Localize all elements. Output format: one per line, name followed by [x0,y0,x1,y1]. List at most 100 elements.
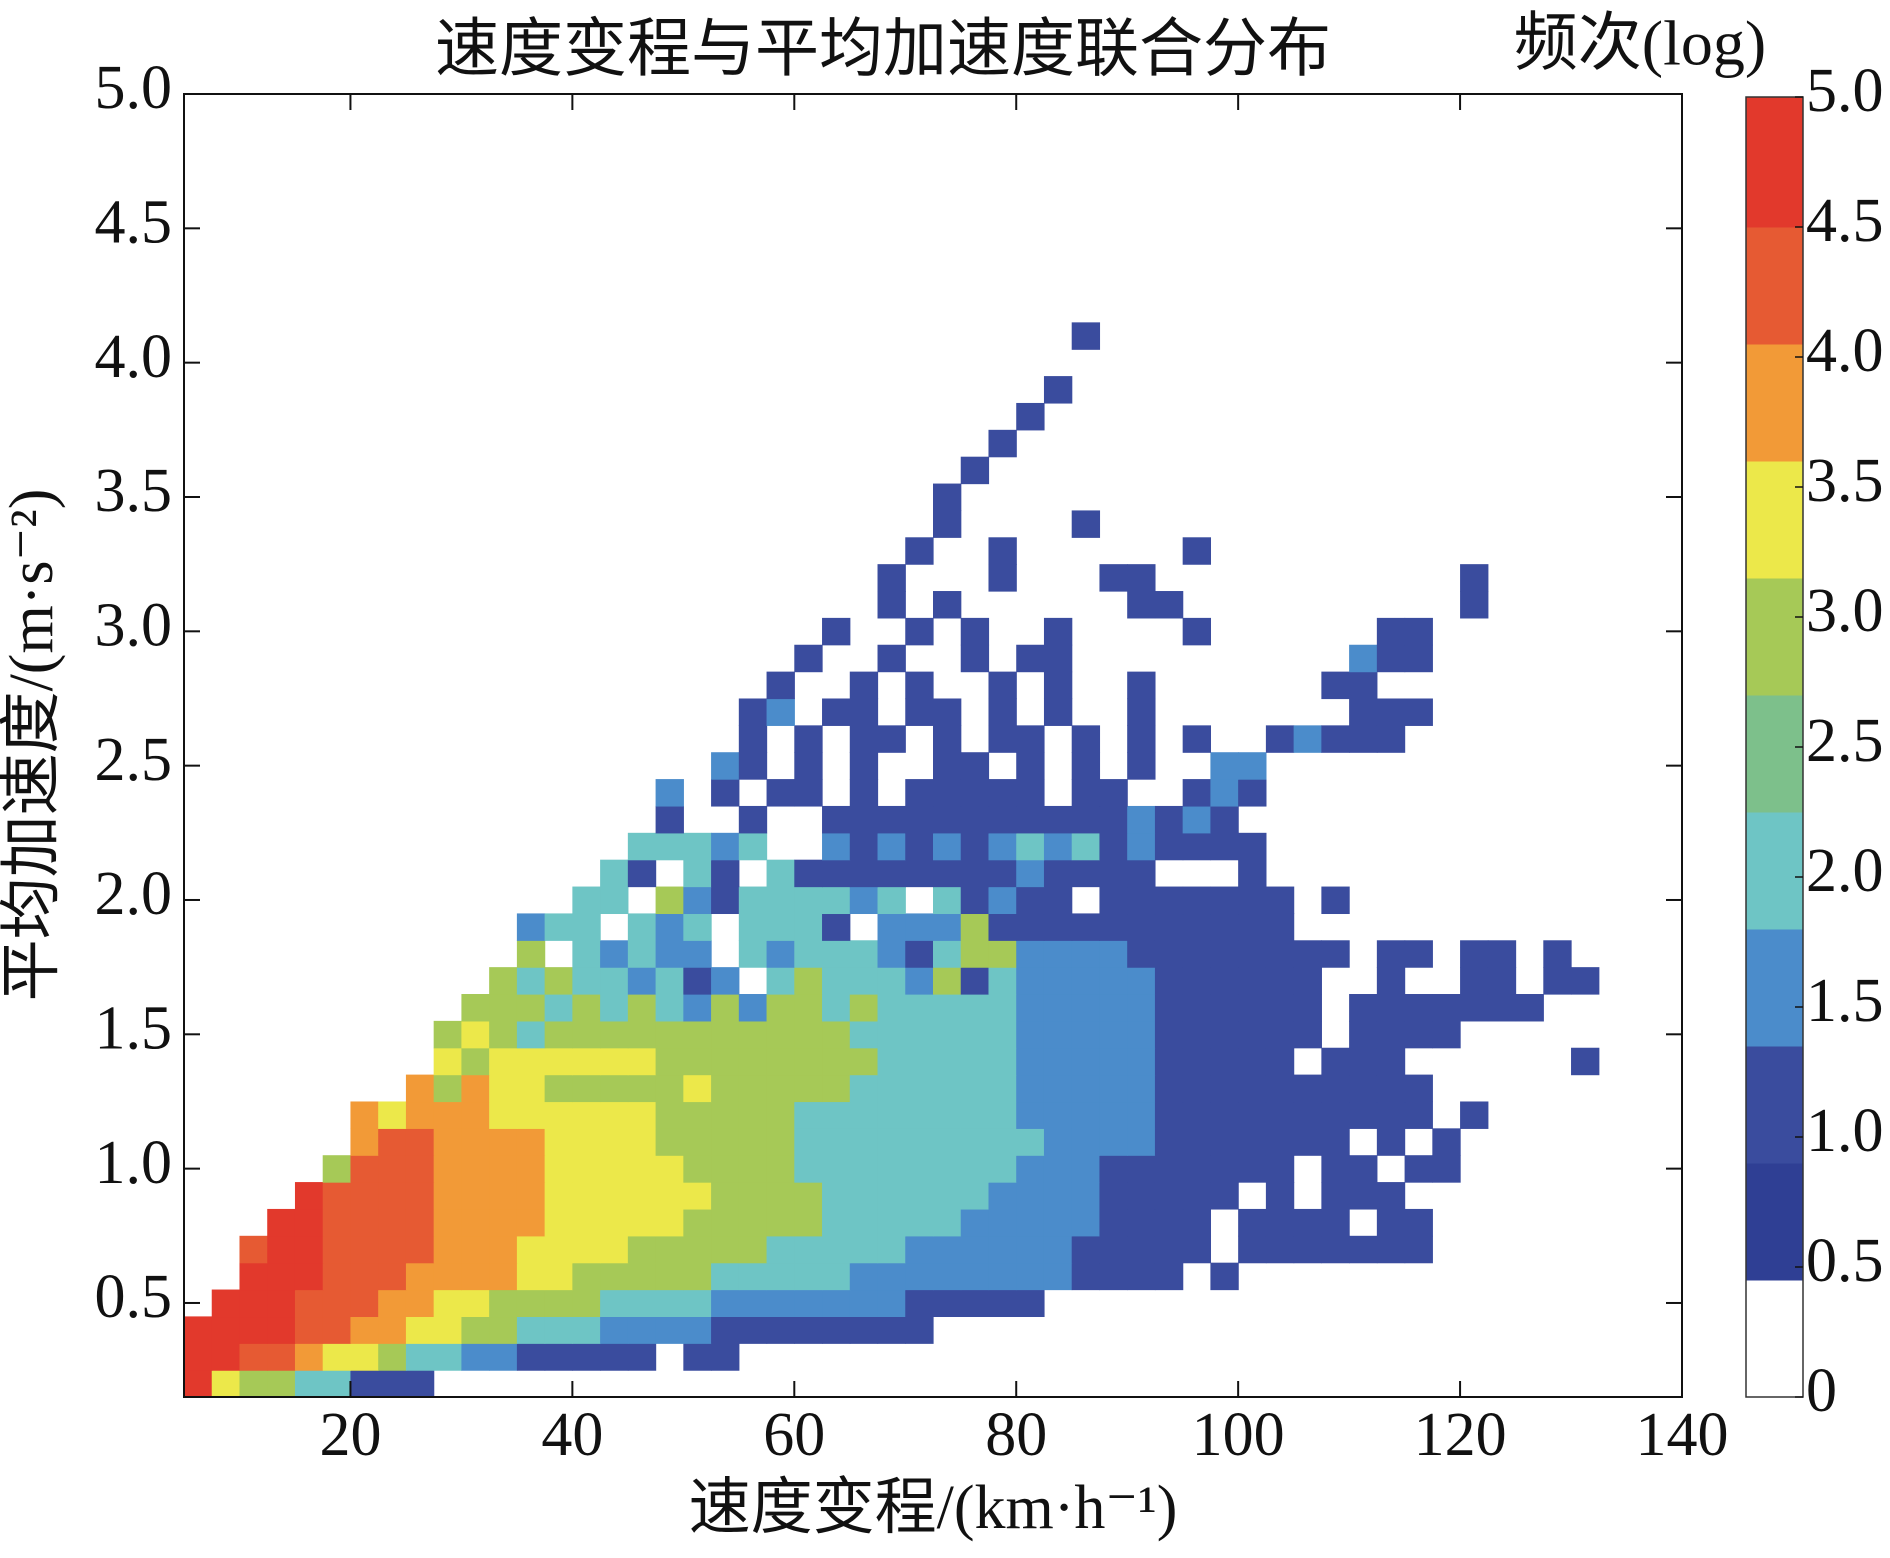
heatmap-cell [1182,913,1212,941]
colorbar-tick-label: 3.5 [1806,447,1884,515]
heatmap-cell [1127,1235,1156,1264]
heatmap-cell [1182,725,1212,753]
heatmap-cell [1043,1020,1073,1049]
heatmap-cell [683,1289,712,1318]
heatmap-cell [877,1074,906,1103]
heatmap-cell [1016,1235,1045,1264]
heatmap-cell [849,886,879,915]
heatmap-cell [849,1128,879,1156]
heatmap-cell [933,940,962,968]
heatmap-cell [1127,967,1156,995]
heatmap-cell [600,1208,629,1237]
heatmap-cell [849,1074,879,1103]
heatmap-cell [933,779,962,807]
heatmap-cell [211,1289,241,1318]
heatmap-cell [600,859,629,888]
heatmap-cell [1210,832,1239,861]
heatmap-cell [572,1020,601,1049]
heatmap-cell [905,1262,934,1291]
heatmap-cell [378,1235,407,1264]
plot-frame [183,93,1683,1398]
heatmap-cell [489,1155,518,1183]
heatmap-cell [461,1020,490,1049]
heatmap-cell [1016,644,1045,673]
heatmap-cell [988,913,1017,941]
heatmap-cell [711,1182,740,1210]
heatmap-cell [794,859,823,888]
heatmap-cell [1293,994,1322,1022]
heatmap-cell [294,1343,324,1371]
heatmap-cell [960,1262,990,1291]
heatmap-cell [766,940,795,968]
heatmap-cell [1099,832,1128,861]
colorbar-tick-label: 0 [1806,1357,1837,1425]
heatmap-cell [1515,994,1544,1022]
heatmap-cell [849,1316,879,1344]
heatmap-cell [1099,779,1128,807]
heatmap-cell [461,1182,490,1210]
heatmap-cell [738,1182,768,1210]
heatmap-cell [988,671,1017,700]
heatmap-cell [655,1155,684,1183]
heatmap-cell [683,1020,712,1049]
heatmap-cell [1099,967,1128,995]
heatmap-cell [683,1155,712,1183]
heatmap-cell [572,940,601,968]
heatmap-cell [905,994,934,1022]
heatmap-cell [933,1182,962,1210]
heatmap-cell [877,1155,906,1183]
heatmap-cell [766,1316,795,1344]
heatmap-cell [1182,1074,1212,1103]
heatmap-cell [683,1235,712,1264]
heatmap-cell [794,725,823,753]
heatmap-cell [1016,1262,1045,1291]
heatmap-cell [738,1074,768,1103]
heatmap-cell [489,1208,518,1237]
heatmap-cell [1154,805,1184,834]
heatmap-cell [988,1155,1017,1183]
colorbar-band [1746,344,1803,462]
heatmap-cell [1210,1262,1239,1291]
heatmap-cell [738,1101,768,1129]
heatmap-cell [489,1020,518,1049]
heatmap-cell [655,1020,684,1049]
heatmap-cell [1238,994,1267,1022]
heatmap-cell [1321,1235,1350,1264]
heatmap-cell [877,1047,906,1076]
heatmap-cell [822,1235,851,1264]
heatmap-cell [1321,886,1350,915]
heatmap-cell [822,805,851,834]
heatmap-cell [1182,537,1212,565]
heatmap-cell [627,1182,657,1210]
heatmap-cell [960,940,990,968]
heatmap-cell [1071,967,1101,995]
heatmap-cell [1154,994,1184,1022]
heatmap-cell [1099,1047,1128,1076]
heatmap-cell [1376,967,1406,995]
heatmap-cell [905,1101,934,1129]
heatmap-cell [600,886,629,915]
heatmap-cell [1016,1128,1045,1156]
heatmap-cell [794,1128,823,1156]
heatmap-cell [960,805,990,834]
heatmap-cell [516,1262,546,1291]
heatmap-cell [1071,510,1101,538]
heatmap-cell [405,1155,435,1183]
y-tick-label: 2.0 [95,860,173,928]
heatmap-cell [1071,1208,1101,1237]
heatmap-cell [516,1047,546,1076]
x-tick-label: 80 [985,1401,1047,1469]
heatmap-cell [1293,1101,1322,1129]
heatmap-cell [378,1182,407,1210]
heatmap-cell [1210,967,1239,995]
heatmap-cell [822,1316,851,1344]
heatmap-cell [822,1074,851,1103]
heatmap-cell [822,1208,851,1237]
heatmap-cell [1404,1074,1433,1103]
heatmap-cell [849,1208,879,1237]
heatmap-cell [1043,805,1073,834]
heatmap-cell [1016,967,1045,995]
heatmap-cell [766,1074,795,1103]
heatmap-cell [544,1074,573,1103]
colorbar-band [1746,695,1803,813]
